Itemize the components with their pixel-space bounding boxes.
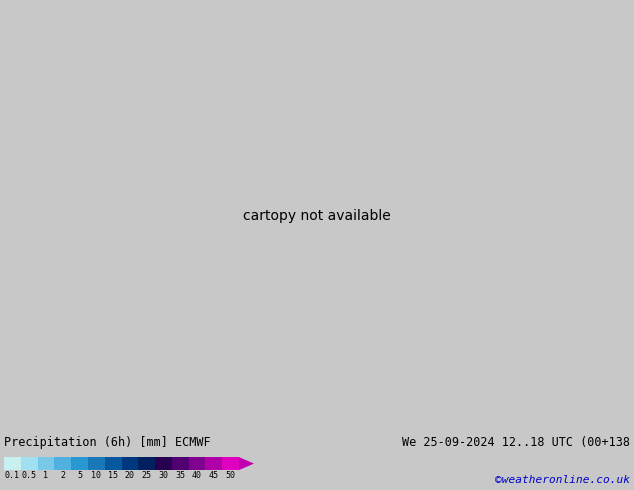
Bar xyxy=(105,457,122,470)
Bar xyxy=(172,457,189,470)
Text: cartopy not available: cartopy not available xyxy=(243,209,391,223)
Bar xyxy=(189,457,205,470)
Text: We 25-09-2024 12..18 UTC (00+138: We 25-09-2024 12..18 UTC (00+138 xyxy=(402,436,630,449)
Bar xyxy=(222,457,239,470)
Bar xyxy=(205,457,222,470)
Text: 45: 45 xyxy=(209,471,219,480)
Text: 40: 40 xyxy=(192,471,202,480)
Bar xyxy=(122,457,138,470)
Text: 20: 20 xyxy=(125,471,135,480)
Polygon shape xyxy=(239,457,254,470)
Bar xyxy=(88,457,105,470)
Bar xyxy=(138,457,155,470)
Bar xyxy=(55,457,71,470)
Bar xyxy=(155,457,172,470)
Text: 0.5: 0.5 xyxy=(22,471,37,480)
Text: 15: 15 xyxy=(108,471,118,480)
Bar xyxy=(37,457,55,470)
Text: 1: 1 xyxy=(44,471,48,480)
Bar xyxy=(71,457,88,470)
Text: 25: 25 xyxy=(141,471,152,480)
Text: 35: 35 xyxy=(175,471,185,480)
Text: 2: 2 xyxy=(60,471,65,480)
Text: 5: 5 xyxy=(77,471,82,480)
Text: 0.1: 0.1 xyxy=(5,471,20,480)
Bar xyxy=(4,457,21,470)
Bar xyxy=(21,457,37,470)
Text: 30: 30 xyxy=(158,471,169,480)
Text: 10: 10 xyxy=(91,471,101,480)
Text: Precipitation (6h) [mm] ECMWF: Precipitation (6h) [mm] ECMWF xyxy=(4,436,210,449)
Text: 50: 50 xyxy=(226,471,236,480)
Text: ©weatheronline.co.uk: ©weatheronline.co.uk xyxy=(495,475,630,485)
